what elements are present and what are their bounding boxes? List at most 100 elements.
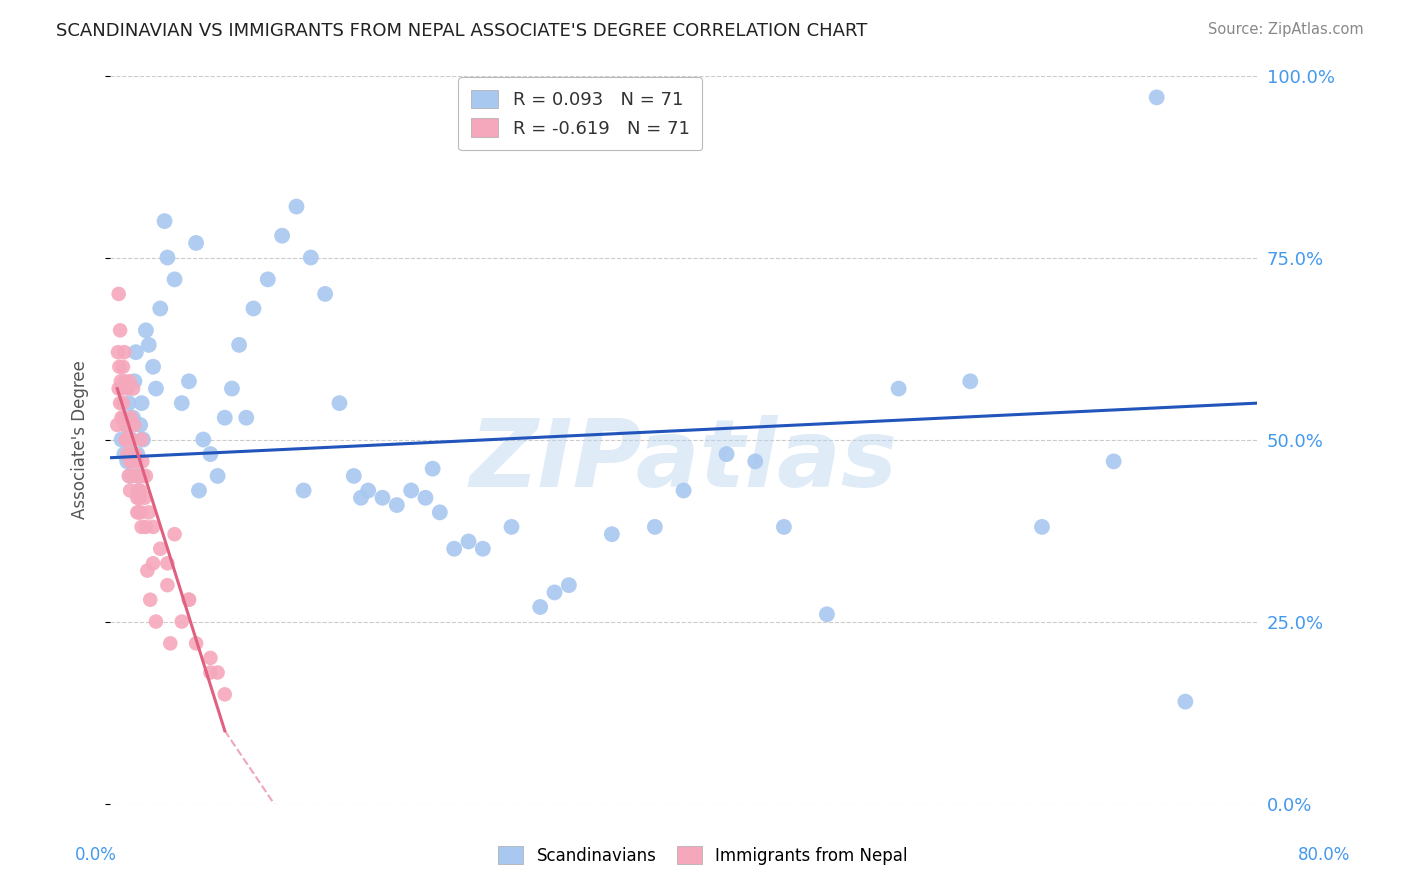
Point (132, 469, 155, 483)
Point (242, 301, 264, 316)
Point (887, 382, 910, 396)
Point (177, 374, 200, 388)
Point (111, 382, 134, 396)
Point (110, 374, 132, 388)
Point (142, 359, 165, 374)
Point (134, 491, 156, 505)
Point (422, 461, 444, 475)
Point (600, 527, 623, 541)
Text: Source: ZipAtlas.com: Source: ZipAtlas.com (1208, 22, 1364, 37)
Point (110, 410, 132, 425)
Point (1031, 520, 1053, 534)
Point (131, 454, 153, 468)
Point (122, 454, 145, 468)
Point (644, 520, 666, 534)
Point (135, 520, 157, 534)
Point (163, 527, 186, 541)
Point (153, 214, 176, 228)
Point (959, 374, 981, 388)
Point (118, 469, 141, 483)
Point (107, 382, 129, 396)
Point (120, 410, 142, 425)
Text: 0.0%: 0.0% (75, 846, 117, 863)
Point (114, 417, 136, 432)
Point (443, 541, 465, 556)
Point (744, 454, 766, 468)
Point (128, 483, 150, 498)
Point (115, 433, 138, 447)
Point (112, 374, 135, 388)
Point (159, 636, 181, 650)
Point (121, 447, 143, 461)
Point (156, 578, 179, 592)
Point (350, 491, 373, 505)
Point (129, 505, 152, 519)
Point (108, 396, 131, 410)
Y-axis label: Associate's Degree: Associate's Degree (72, 360, 89, 519)
Point (131, 433, 153, 447)
Point (107, 287, 129, 301)
Point (122, 382, 145, 396)
Point (163, 272, 186, 286)
Point (112, 447, 135, 461)
Point (118, 396, 141, 410)
Point (773, 520, 796, 534)
Point (501, 520, 523, 534)
Point (672, 483, 695, 498)
Text: 80.0%: 80.0% (1298, 846, 1351, 863)
Point (415, 491, 437, 505)
Point (1174, 695, 1197, 709)
Point (385, 498, 408, 512)
Point (127, 447, 149, 461)
Point (124, 417, 146, 432)
Point (235, 410, 257, 425)
Point (120, 469, 142, 483)
Point (124, 447, 146, 461)
Point (214, 687, 236, 701)
Point (170, 396, 193, 410)
Point (125, 345, 148, 359)
Point (543, 585, 565, 599)
Point (145, 615, 167, 629)
Point (112, 410, 135, 425)
Point (121, 433, 143, 447)
Point (529, 599, 551, 614)
Point (429, 505, 451, 519)
Point (121, 433, 143, 447)
Point (127, 505, 149, 519)
Point (558, 578, 581, 592)
Point (127, 483, 149, 498)
Point (117, 382, 139, 396)
Point (118, 417, 141, 432)
Point (129, 417, 152, 432)
Point (115, 433, 138, 447)
Text: ZIPatlas: ZIPatlas (470, 416, 897, 508)
Point (108, 359, 131, 374)
Point (128, 491, 150, 505)
Point (457, 534, 479, 549)
Point (120, 483, 142, 498)
Point (716, 447, 738, 461)
Point (136, 564, 159, 578)
Point (815, 607, 838, 622)
Point (135, 469, 157, 483)
Point (127, 491, 149, 505)
Point (156, 251, 179, 265)
Point (371, 491, 394, 505)
Point (214, 410, 236, 425)
Point (105, 417, 128, 432)
Point (132, 433, 155, 447)
Point (128, 505, 150, 519)
Point (177, 592, 200, 607)
Point (200, 651, 222, 665)
Point (184, 235, 207, 250)
Point (122, 469, 145, 483)
Legend: R = 0.093   N = 71, R = -0.619   N = 71: R = 0.093 N = 71, R = -0.619 N = 71 (458, 78, 702, 150)
Point (124, 374, 146, 388)
Point (118, 374, 141, 388)
Point (314, 287, 336, 301)
Point (115, 433, 138, 447)
Point (112, 345, 135, 359)
Point (228, 338, 250, 352)
Point (129, 483, 152, 498)
